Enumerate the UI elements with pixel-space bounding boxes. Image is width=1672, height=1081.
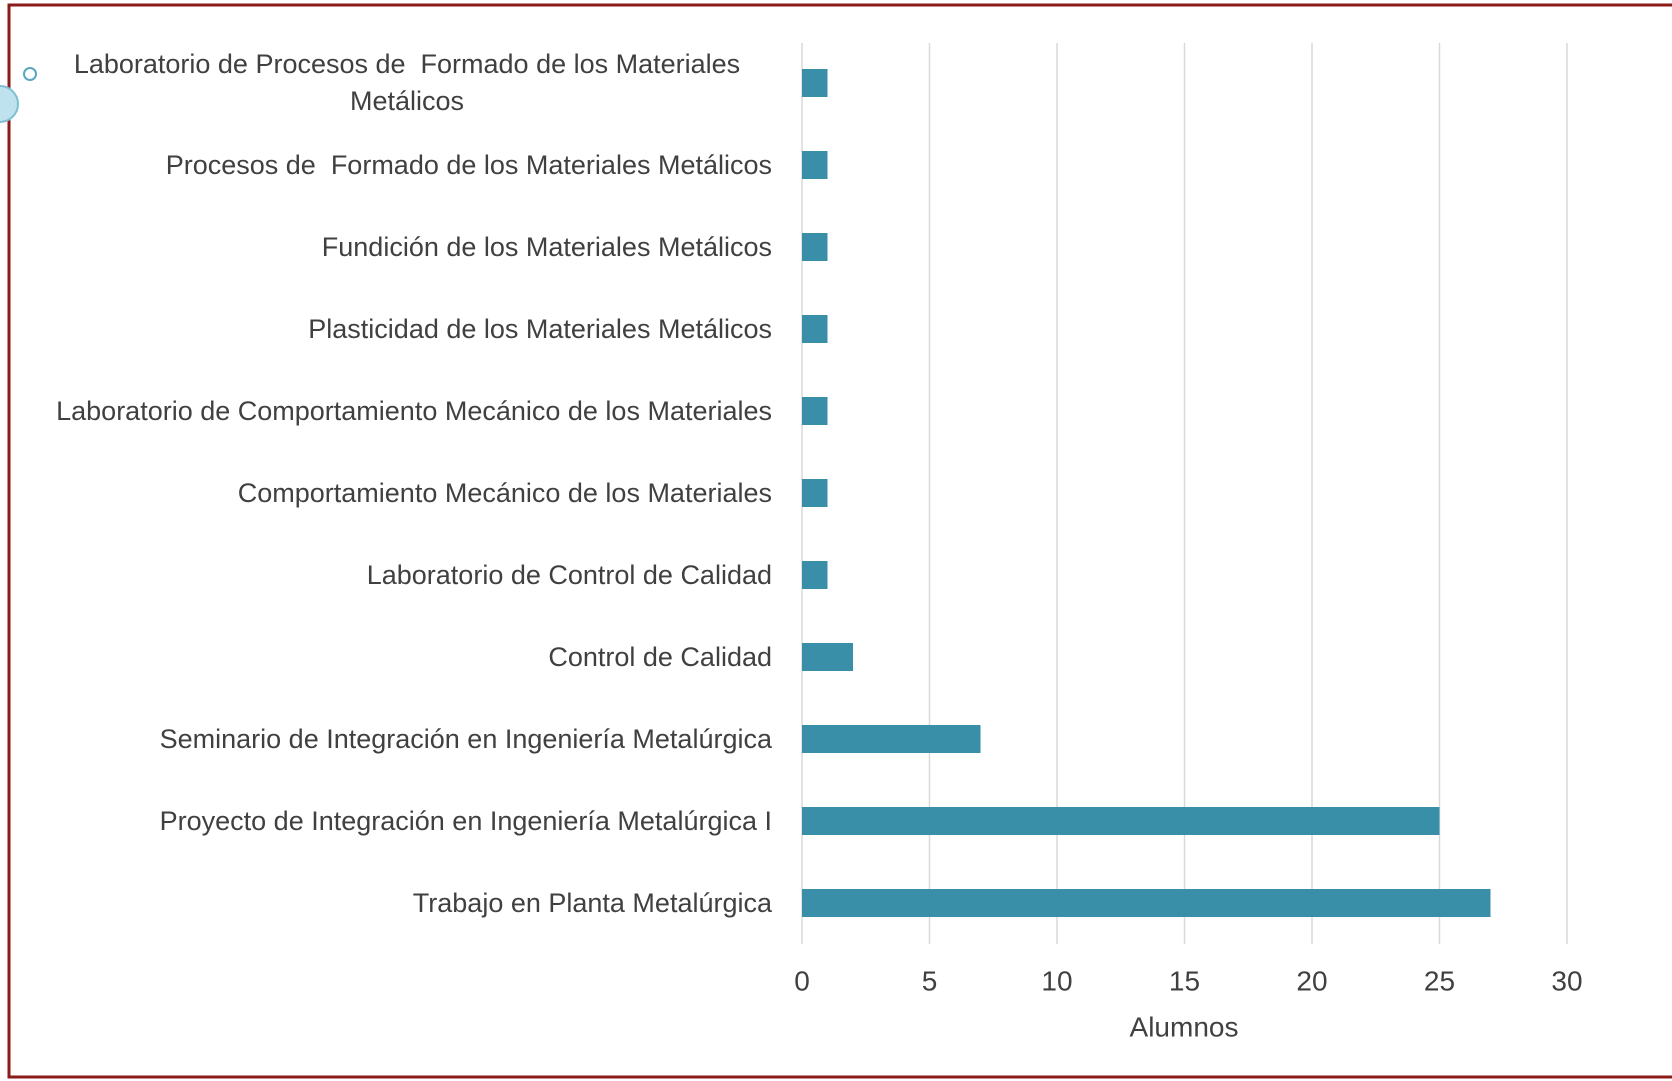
decoration [0, 85, 19, 123]
y-tick-label-box: Procesos de Formado de los Materiales Me… [166, 125, 772, 205]
bar [802, 69, 828, 97]
x-tick-label: 25 [1424, 965, 1455, 996]
x-axis-label: Alumnos [1130, 1011, 1239, 1042]
y-tick-label: Trabajo en Planta Metalúrgica [412, 887, 772, 918]
x-tick-label: 10 [1041, 965, 1072, 996]
bar [802, 315, 828, 343]
bar [802, 561, 828, 589]
bar [802, 807, 1440, 835]
y-tick-label: Fundición de los Materiales Metálicos [321, 231, 772, 262]
x-tick-label: 5 [922, 965, 938, 996]
y-tick-label: Laboratorio de Control de Calidad [366, 559, 772, 590]
bar [802, 889, 1491, 917]
y-tick-label-box: Plasticidad de los Materiales Metálicos [308, 289, 772, 369]
x-tick-label: 15 [1169, 965, 1200, 996]
y-tick-label: Seminario de Integración en Ingeniería M… [159, 723, 772, 754]
y-tick-label-box: Fundición de los Materiales Metálicos [322, 207, 772, 287]
y-tick-label-box: Laboratorio de Control de Calidad [367, 535, 772, 615]
bar [802, 233, 828, 261]
bar [802, 151, 828, 179]
bar [802, 643, 853, 671]
bar [802, 725, 981, 753]
bar [802, 479, 828, 507]
bar [802, 397, 828, 425]
y-tick-label: Proyecto de Integración en Ingeniería Me… [159, 805, 772, 836]
y-tick-label: Laboratorio de Comportamiento Mecánico d… [56, 395, 772, 426]
y-tick-label: Control de Calidad [548, 641, 772, 672]
y-tick-label: Plasticidad de los Materiales Metálicos [308, 313, 772, 344]
y-tick-label-box: Comportamiento Mecánico de los Materiale… [238, 453, 772, 533]
y-tick-label-box: Laboratorio de Comportamiento Mecánico d… [56, 371, 772, 451]
x-tick-label: 0 [794, 965, 810, 996]
y-tick-label: Laboratorio de Procesos de Formado de lo… [73, 49, 748, 116]
x-tick-label: 20 [1296, 965, 1327, 996]
y-tick-label-box: Seminario de Integración en Ingeniería M… [160, 699, 772, 779]
x-tick-label: 30 [1551, 965, 1582, 996]
decoration [23, 67, 37, 81]
y-tick-label-box: Control de Calidad [548, 617, 772, 697]
frame [7, 3, 1672, 1079]
y-tick-label: Comportamiento Mecánico de los Materiale… [237, 477, 772, 508]
y-tick-label-box: Proyecto de Integración en Ingeniería Me… [160, 781, 772, 861]
y-tick-label: Procesos de Formado de los Materiales Me… [165, 149, 772, 180]
y-tick-label-box: Trabajo en Planta Metalúrgica [413, 863, 772, 943]
y-tick-label-box: Laboratorio de Procesos de Formado de lo… [42, 43, 772, 123]
